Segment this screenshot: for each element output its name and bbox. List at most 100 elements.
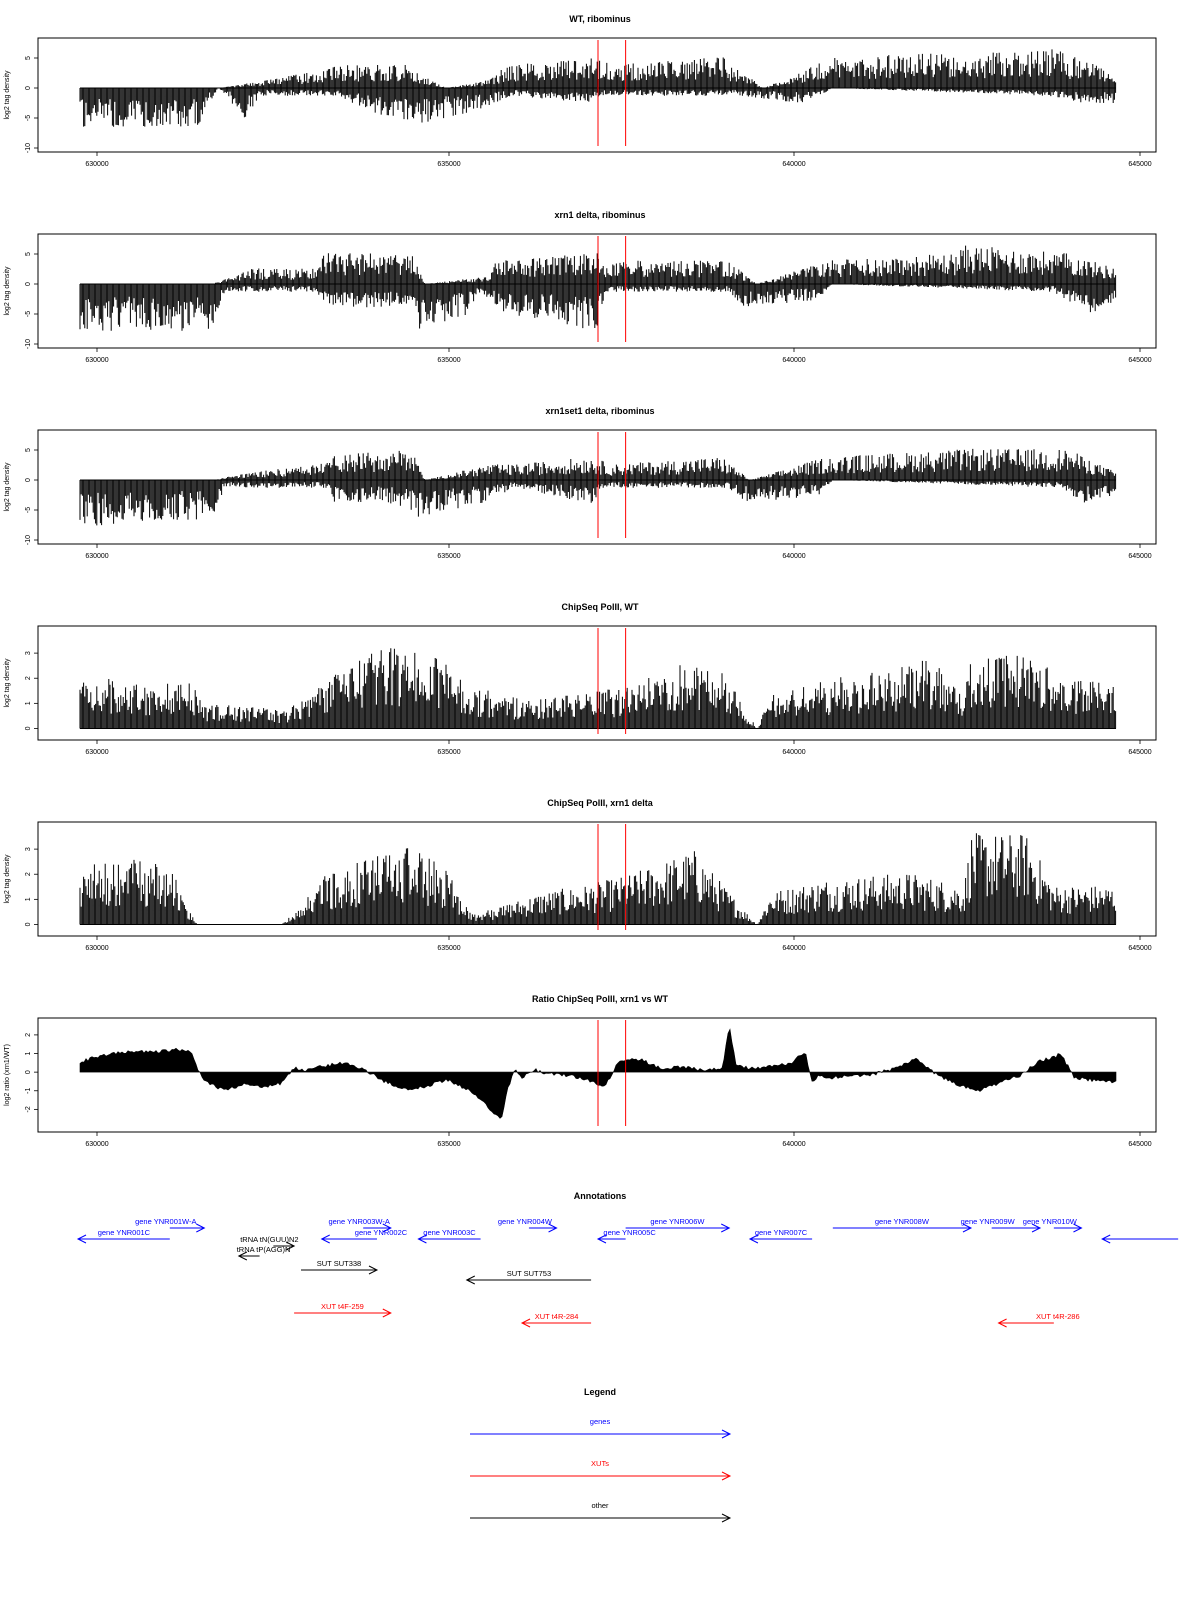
chart-panel-5: ChipSeq PolII, xrn1 delta log2 tag densit… bbox=[4, 798, 1157, 952]
annotation-label: SUT SUT338 bbox=[317, 1259, 361, 1268]
annotation-arrow-head bbox=[721, 1223, 731, 1233]
annotation-label: gene YNR003W-A bbox=[328, 1217, 389, 1226]
x-tick-label: 640000 bbox=[782, 749, 805, 756]
legend-panel: Legend genes XUTs other bbox=[470, 1387, 732, 1523]
plot-frame bbox=[37, 1017, 1157, 1133]
annotation-arrow-head bbox=[997, 1318, 1007, 1328]
y-tick-label: -5 bbox=[25, 507, 32, 513]
y-axis-label: log2 tag density bbox=[4, 854, 11, 904]
annotation-arrow-head bbox=[1101, 1234, 1111, 1244]
legend-title: Legend bbox=[584, 1387, 616, 1397]
y-tick-label: 0 bbox=[25, 478, 32, 482]
annotation-arrow-head bbox=[76, 1234, 87, 1244]
y-axis-label: log2 tag density bbox=[4, 462, 11, 512]
y-tick-label: 2 bbox=[25, 1033, 32, 1037]
annotation-label: XUT t4R-284 bbox=[535, 1312, 579, 1321]
x-tick-label: 640000 bbox=[782, 553, 805, 560]
y-axis-label: log2 tag density bbox=[4, 70, 11, 120]
y-tick-label: -5 bbox=[25, 115, 32, 121]
annotation-arrow-head bbox=[520, 1318, 531, 1328]
y-tick-label: 0 bbox=[25, 726, 32, 730]
x-tick-label: 630000 bbox=[85, 553, 108, 560]
annotation-label: XUT t4R-286 bbox=[1036, 1312, 1080, 1321]
y-tick-label: 5 bbox=[25, 252, 32, 256]
x-tick-label: 635000 bbox=[437, 945, 460, 952]
plot-frame bbox=[37, 625, 1157, 741]
y-tick-label: 1 bbox=[25, 1051, 32, 1055]
annotation-arrow-head bbox=[548, 1223, 558, 1233]
annotation-label: SUT SUT753 bbox=[507, 1269, 551, 1278]
y-tick-label: 0 bbox=[25, 86, 32, 90]
chart-panel-4: ChipSeq PolII, WT log2 tag density 0 1 2 3 630… bbox=[4, 602, 1157, 756]
annotation-label: tRNA tP(AGG)N bbox=[237, 1245, 291, 1254]
x-tick-label: 635000 bbox=[437, 1141, 460, 1148]
chart-title: xrn1set1 delta, ribominus bbox=[545, 406, 654, 416]
y-tick-label: 1 bbox=[25, 701, 32, 705]
annotation-label: gene YNR007C bbox=[755, 1228, 808, 1237]
annotation-arrow-head bbox=[196, 1223, 206, 1233]
chart-panel-1: WT, ribominus log2 tag density -10 -5 0 5 6300… bbox=[4, 14, 1157, 168]
annotation-arrow-head bbox=[748, 1234, 759, 1244]
y-tick-label: -10 bbox=[25, 339, 32, 349]
y-axis-label: log2 tag density bbox=[4, 266, 11, 316]
annotation-arrow-head bbox=[962, 1223, 973, 1233]
density-bars bbox=[79, 448, 1117, 526]
y-tick-label: -2 bbox=[25, 1106, 32, 1112]
annotation-arrow-head bbox=[382, 1308, 392, 1318]
y-tick-label: -10 bbox=[25, 535, 32, 545]
x-tick-label: 630000 bbox=[85, 357, 108, 364]
x-tick-label: 630000 bbox=[85, 1141, 108, 1148]
x-tick-label: 645000 bbox=[1128, 749, 1151, 756]
x-tick-label: 645000 bbox=[1128, 553, 1151, 560]
y-tick-label: 1 bbox=[25, 897, 32, 901]
annotation-label: gene YNR006W bbox=[650, 1217, 705, 1226]
annotation-arrow-head bbox=[596, 1234, 607, 1244]
y-tick-label: 5 bbox=[25, 448, 32, 452]
annotations-panel: Annotations gene YNR001C gene YNR001W-A gen… bbox=[76, 1191, 1179, 1328]
x-tick-label: 630000 bbox=[85, 161, 108, 168]
x-tick-label: 640000 bbox=[782, 1141, 805, 1148]
x-tick-label: 630000 bbox=[85, 945, 108, 952]
y-tick-label: -10 bbox=[25, 143, 32, 153]
chart-title: ChipSeq PolII, WT bbox=[562, 602, 639, 612]
x-tick-label: 645000 bbox=[1128, 945, 1151, 952]
annotation-label: gene YNR003C bbox=[423, 1228, 476, 1237]
y-tick-label: 3 bbox=[25, 651, 32, 655]
annotation-label: gene YNR009W bbox=[961, 1217, 1016, 1226]
annotation-arrow-head bbox=[1031, 1223, 1042, 1233]
annotation-arrow-head bbox=[237, 1251, 248, 1261]
x-tick-label: 635000 bbox=[437, 161, 460, 168]
y-tick-label: 2 bbox=[25, 676, 32, 680]
annotation-label: gene YNR004W bbox=[498, 1217, 553, 1226]
x-tick-label: 635000 bbox=[437, 357, 460, 364]
x-tick-label: 635000 bbox=[437, 553, 460, 560]
x-tick-label: 645000 bbox=[1128, 357, 1151, 364]
annotation-arrow-head bbox=[382, 1223, 392, 1233]
annotation-label: gene YNR005C bbox=[603, 1228, 656, 1237]
annotation-label: gene YNR002C bbox=[355, 1228, 408, 1237]
chart-title: xrn1 delta, ribominus bbox=[554, 210, 645, 220]
chart-title: ChipSeq PolII, xrn1 delta bbox=[547, 798, 654, 808]
annotation-label: tRNA tN(GUU)N2 bbox=[240, 1235, 298, 1244]
annotations-title: Annotations bbox=[574, 1191, 627, 1201]
plot-frame bbox=[37, 821, 1157, 937]
legend-label: XUTs bbox=[591, 1459, 609, 1468]
chart-title: Ratio ChipSeq PolII, xrn1 vs WT bbox=[532, 994, 669, 1004]
annotation-label: gene YNR008W bbox=[875, 1217, 930, 1226]
annotation-label: XUT t4F-259 bbox=[321, 1302, 364, 1311]
chart-panel-2: xrn1 delta, ribominus log2 tag density -10… bbox=[4, 210, 1157, 364]
chart-title: WT, ribominus bbox=[569, 14, 631, 24]
legend-label: genes bbox=[590, 1417, 611, 1426]
annotation-label: gene YNR001C bbox=[98, 1228, 151, 1237]
density-bars bbox=[79, 49, 1117, 127]
annotation-label: gene YNR001W-A bbox=[135, 1217, 196, 1226]
annotation-arrow-head bbox=[368, 1265, 379, 1275]
y-tick-label: 0 bbox=[25, 282, 32, 286]
y-tick-label: -1 bbox=[25, 1088, 32, 1094]
legend-label: other bbox=[591, 1501, 609, 1510]
x-tick-label: 640000 bbox=[782, 357, 805, 364]
y-tick-label: 0 bbox=[25, 922, 32, 926]
legend-arrow-head bbox=[721, 1513, 732, 1523]
y-tick-label: -5 bbox=[25, 311, 32, 317]
